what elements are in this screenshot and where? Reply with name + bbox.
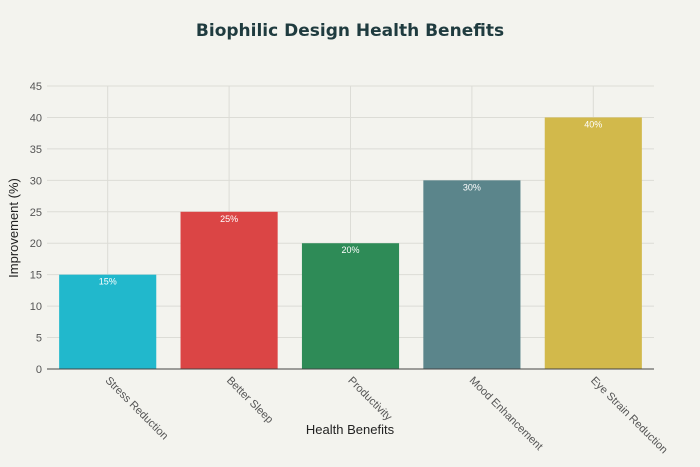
data-label: 30% — [463, 182, 481, 192]
bar — [59, 274, 157, 369]
x-tick-label: Mood Enhancement — [467, 375, 545, 453]
bar — [301, 243, 400, 369]
data-label: 40% — [584, 119, 602, 129]
y-tick-label: 45 — [30, 81, 42, 93]
y-tick-label: 0 — [36, 364, 42, 376]
y-tick-label: 40 — [30, 112, 42, 124]
y-tick-label: 25 — [30, 207, 42, 219]
y-tick-label: 30 — [30, 175, 42, 187]
x-axis-ticks: Stress Reduction Better Sleep Productivity… — [103, 375, 670, 457]
bar — [423, 180, 521, 369]
y-tick-label: 15 — [30, 270, 42, 282]
bars — [59, 117, 642, 369]
x-tick-label: Eye Strain Reduction — [588, 375, 670, 457]
data-label: 15% — [99, 277, 117, 287]
x-axis-title: Health Benefits — [306, 422, 395, 437]
x-tick-label: Better Sleep — [224, 375, 275, 426]
bar — [180, 211, 278, 369]
x-tick-label: Stress Reduction — [103, 375, 171, 443]
chart-title: Biophilic Design Health Benefits — [196, 21, 504, 41]
data-label: 25% — [220, 214, 238, 224]
y-tick-label: 10 — [30, 301, 42, 313]
x-tick-label: Productivity — [345, 375, 394, 424]
bar — [544, 117, 642, 369]
data-label: 20% — [341, 245, 359, 255]
y-axis-title: Improvement (%) — [6, 178, 21, 278]
y-tick-label: 20 — [30, 238, 42, 250]
y-tick-label: 35 — [30, 144, 42, 156]
y-tick-label: 5 — [36, 333, 42, 345]
y-axis-ticks: 0 5 10 15 20 25 30 35 40 45 — [30, 81, 42, 376]
data-labels: 15% 25% 20% 30% 40% — [99, 119, 603, 286]
